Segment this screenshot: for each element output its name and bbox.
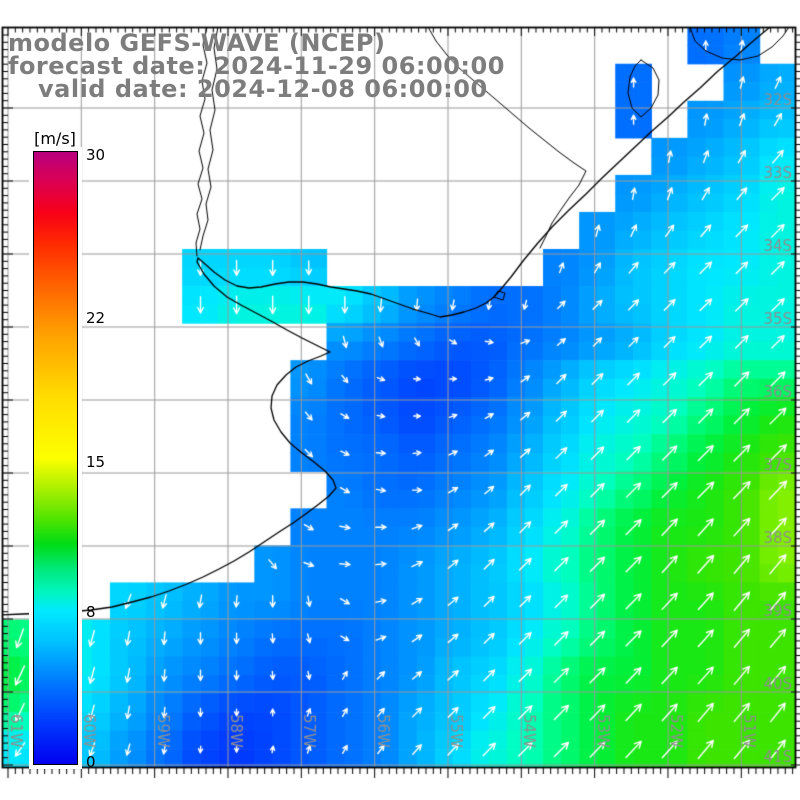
colorbar-panel [29,147,82,769]
colorbar-tick-label: 15 [86,453,106,471]
colorbar-tick-label: 8 [86,603,96,621]
colorbar-tick-label: 22 [86,309,106,327]
colorbar-unit-label: [m/s] [34,129,76,148]
colorbar-tick-label: 30 [86,146,106,164]
colorbar-tick-label: 0 [86,753,96,771]
colorbar-gradient [33,151,78,765]
